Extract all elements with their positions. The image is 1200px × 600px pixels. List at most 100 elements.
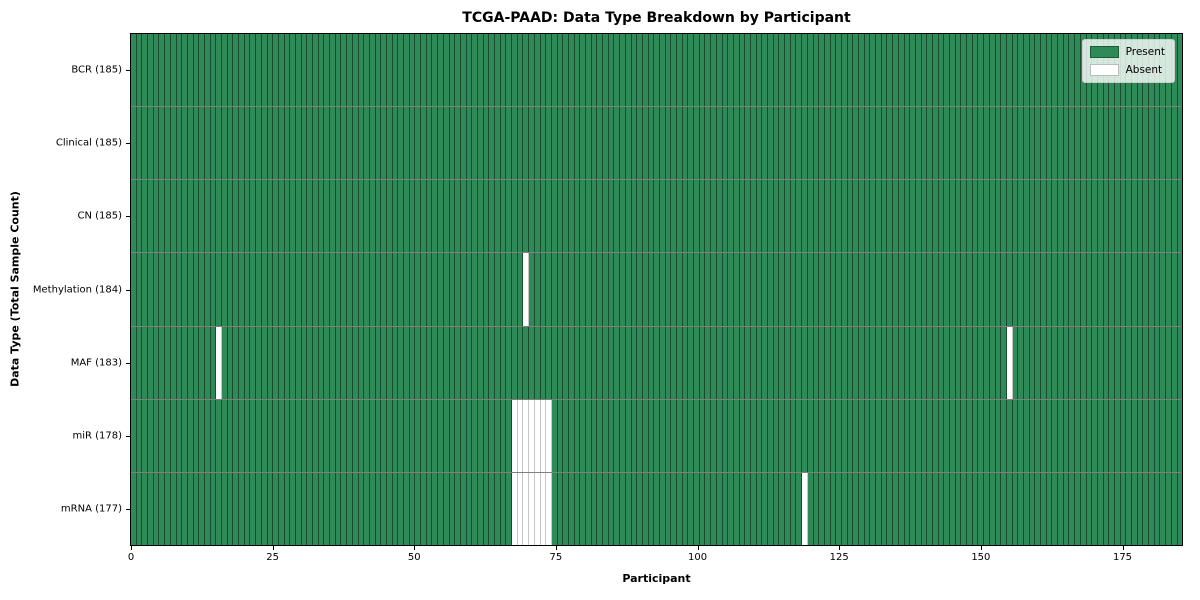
- present-cell: [813, 326, 820, 399]
- present-cell: [421, 34, 427, 107]
- present-cell: [512, 180, 518, 253]
- present-cell: [1052, 180, 1059, 253]
- present-cell: [523, 107, 530, 180]
- present-cell: [955, 253, 962, 326]
- present-cell: [745, 107, 751, 180]
- present-cell: [227, 34, 234, 107]
- present-cell: [671, 326, 677, 399]
- present-cell: [381, 253, 387, 326]
- present-cell: [142, 34, 149, 107]
- present-cell: [352, 326, 359, 399]
- present-cell: [750, 34, 757, 107]
- present-cell: [551, 472, 558, 545]
- present-cell: [404, 107, 410, 180]
- present-cell: [847, 326, 854, 399]
- present-cell: [591, 107, 598, 180]
- present-cell: [984, 472, 990, 545]
- present-cell: [153, 180, 160, 253]
- present-cell: [278, 326, 285, 399]
- present-cell: [967, 180, 973, 253]
- present-cell: [699, 34, 706, 107]
- present-cell: [864, 180, 871, 253]
- present-cell: [824, 180, 831, 253]
- present-cell: [193, 107, 200, 180]
- present-cell: [1041, 107, 1047, 180]
- present-cell: [1120, 326, 1127, 399]
- present-cell: [176, 107, 183, 180]
- present-cell: [574, 399, 581, 472]
- present-cell: [455, 472, 461, 545]
- present-cell: [859, 180, 865, 253]
- present-cell: [648, 326, 655, 399]
- present-cell: [762, 107, 768, 180]
- present-cell: [176, 180, 183, 253]
- present-cell: [1171, 399, 1178, 472]
- present-cell: [733, 472, 740, 545]
- present-cell: [1080, 472, 1087, 545]
- present-cell: [728, 180, 734, 253]
- present-cell: [1177, 180, 1183, 253]
- present-cell: [711, 253, 717, 326]
- present-cell: [597, 253, 604, 326]
- present-cell: [796, 34, 803, 107]
- present-cell: [938, 399, 945, 472]
- present-cell: [756, 399, 763, 472]
- present-cell: [762, 180, 768, 253]
- present-cell: [256, 107, 262, 180]
- present-cell: [745, 180, 751, 253]
- present-cell: [256, 399, 262, 472]
- present-cell: [921, 399, 928, 472]
- present-cell: [313, 399, 319, 472]
- present-cell: [1063, 472, 1070, 545]
- present-cell: [756, 326, 763, 399]
- present-cell: [733, 399, 740, 472]
- datatype-row-CN: [131, 180, 1183, 254]
- present-cell: [512, 34, 518, 107]
- present-cell: [574, 34, 581, 107]
- absent-cell: [534, 399, 541, 472]
- y-tick-label-Clinical: Clinical (185): [55, 137, 122, 149]
- present-cell: [358, 399, 365, 472]
- present-cell: [620, 326, 626, 399]
- present-cell: [580, 34, 586, 107]
- present-cell: [392, 34, 399, 107]
- present-cell: [796, 180, 803, 253]
- present-cell: [250, 107, 257, 180]
- present-cell: [557, 472, 564, 545]
- present-cell: [187, 326, 194, 399]
- present-cell: [375, 107, 382, 180]
- absent-cell: [512, 399, 518, 472]
- present-cell: [671, 472, 677, 545]
- present-cell: [654, 472, 660, 545]
- present-cell: [1166, 253, 1172, 326]
- present-cell: [904, 253, 911, 326]
- present-cell: [1132, 472, 1138, 545]
- present-cell: [381, 399, 387, 472]
- present-cell: [682, 326, 689, 399]
- present-cell: [426, 472, 433, 545]
- present-cell: [978, 107, 985, 180]
- present-cell: [733, 180, 740, 253]
- present-cell: [546, 326, 552, 399]
- present-cell: [796, 399, 803, 472]
- present-cell: [170, 472, 177, 545]
- present-cell: [568, 34, 575, 107]
- present-cell: [864, 253, 871, 326]
- present-cell: [136, 107, 143, 180]
- present-cell: [819, 34, 825, 107]
- present-cell: [1126, 472, 1132, 545]
- present-cell: [1058, 253, 1064, 326]
- present-cell: [654, 107, 660, 180]
- present-cell: [210, 326, 217, 399]
- present-cell: [932, 399, 939, 472]
- datatype-row-Clinical: [131, 107, 1183, 181]
- present-cell: [182, 399, 188, 472]
- present-cell: [347, 472, 353, 545]
- present-cell: [978, 253, 985, 326]
- present-cell: [489, 472, 495, 545]
- present-cell: [216, 180, 222, 253]
- present-cell: [859, 326, 865, 399]
- present-cell: [711, 107, 717, 180]
- present-cell: [489, 326, 495, 399]
- present-cell: [1058, 34, 1064, 107]
